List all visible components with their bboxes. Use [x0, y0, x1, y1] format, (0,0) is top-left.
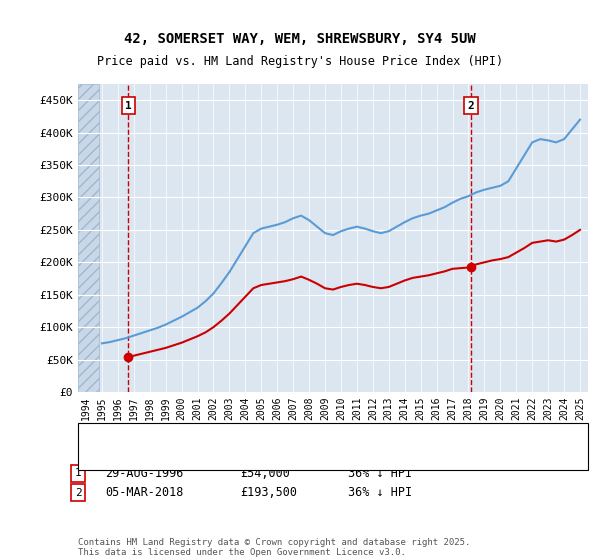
Text: HPI: Average price, detached house, Shropshire: HPI: Average price, detached house, Shro…: [120, 440, 407, 450]
Text: 2: 2: [468, 101, 475, 110]
Text: 2: 2: [74, 488, 82, 498]
Text: Contains HM Land Registry data © Crown copyright and database right 2025.
This d: Contains HM Land Registry data © Crown c…: [78, 538, 470, 557]
Text: 05-MAR-2018: 05-MAR-2018: [105, 486, 184, 500]
Text: £54,000: £54,000: [240, 466, 290, 480]
Bar: [78, 84, 99, 392]
Text: 29-AUG-1996: 29-AUG-1996: [105, 466, 184, 480]
Text: 42, SOMERSET WAY, WEM, SHREWSBURY, SY4 5UW: 42, SOMERSET WAY, WEM, SHREWSBURY, SY4 5…: [124, 32, 476, 46]
Text: 42, SOMERSET WAY, WEM, SHREWSBURY, SY4 5UW (detached house): 42, SOMERSET WAY, WEM, SHREWSBURY, SY4 5…: [120, 429, 489, 439]
Text: Price paid vs. HM Land Registry's House Price Index (HPI): Price paid vs. HM Land Registry's House …: [97, 55, 503, 68]
Text: 36% ↓ HPI: 36% ↓ HPI: [348, 486, 412, 500]
Text: 1: 1: [74, 468, 82, 478]
Text: £193,500: £193,500: [240, 486, 297, 500]
Text: 36% ↓ HPI: 36% ↓ HPI: [348, 466, 412, 480]
Text: 1: 1: [125, 101, 132, 110]
